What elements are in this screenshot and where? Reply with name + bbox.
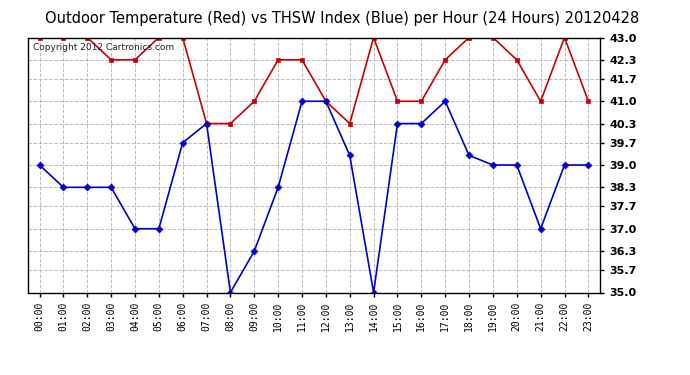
Text: Outdoor Temperature (Red) vs THSW Index (Blue) per Hour (24 Hours) 20120428: Outdoor Temperature (Red) vs THSW Index …	[45, 11, 639, 26]
Text: Copyright 2012 Cartronics.com: Copyright 2012 Cartronics.com	[33, 43, 175, 52]
